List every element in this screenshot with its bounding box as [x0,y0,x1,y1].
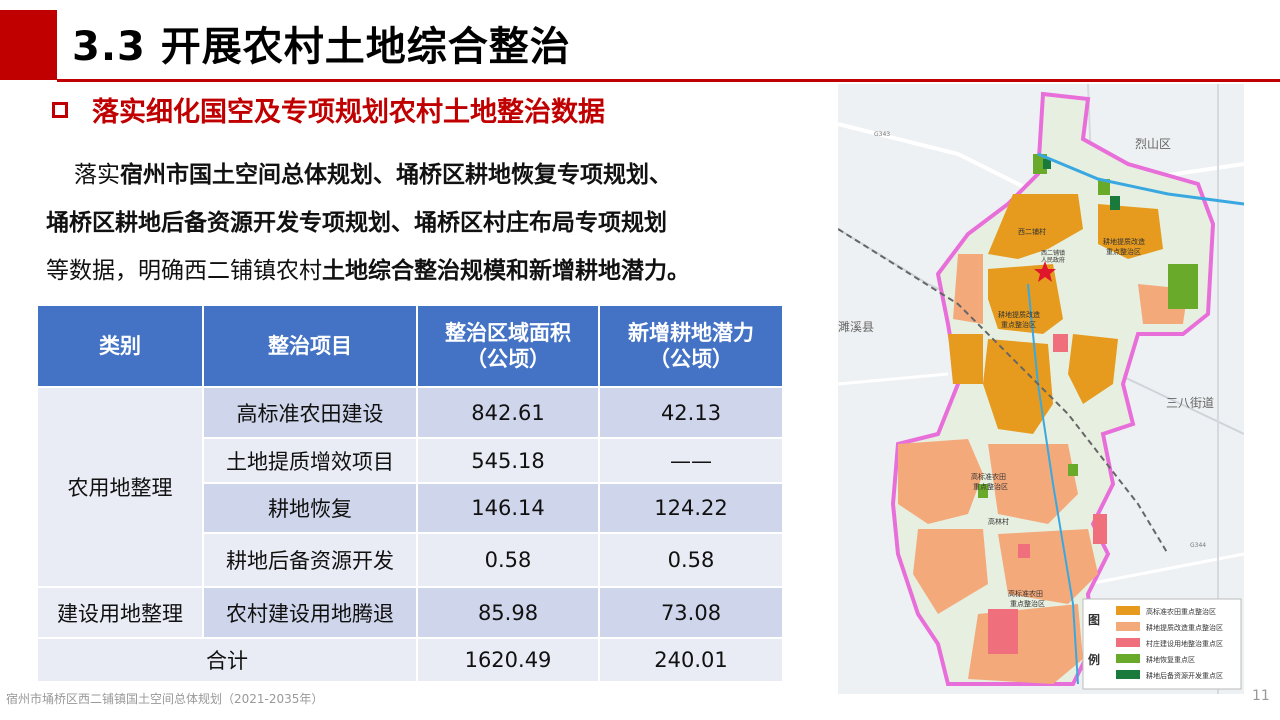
item-cell: 耕地恢复 [202,482,418,534]
potential-cell: 42.13 [598,386,784,439]
title-divider [57,79,1280,82]
category-cell-construction: 建设用地整理 [36,586,204,639]
paragraph-line-1: 落实宿州市国土空间总体规划、埇桥区耕地恢复专项规划、 [74,162,834,188]
zone-label-tizhi-b2: 重点整治区 [1001,320,1036,329]
area-cell: 146.14 [416,482,600,534]
government-star-icon [1034,261,1056,282]
header-potential: 新增耕地潜力 （公顷） [598,304,784,388]
area-cell: 545.18 [416,437,600,484]
potential-cell: 124.22 [598,482,784,534]
zone-label-gaobiao-b1: 高标准农田 [1008,589,1043,598]
map-label-lieshan: 烈山区 [1135,137,1171,151]
land-consolidation-table: 类别 整治项目 整治区域面积 （公顷） 新增耕地潜力 （公顷） 农用地整理 高标准农… [36,304,784,683]
legend-label: 村庄建设用地整治重点区 [1146,639,1223,648]
legend-swatch [1116,622,1140,631]
page-title: 3.3 开展农村土地综合整治 [72,24,571,70]
paragraph-bold-1: 宿州市国土空间总体规划、埇桥区耕地恢复专项规划、 [120,162,672,188]
legend-swatch [1116,606,1140,615]
road-label-g344: G344 [1190,542,1206,549]
land-consolidation-map: 烈山区 濉溪县 三八街道 西二铺村 西二铺镇 人民政府 高林村 耕地提质改造 重… [838,84,1244,694]
paragraph-bold-3: 土地综合整治规模和新增耕地潜力。 [322,258,690,284]
section-subtitle: 落实细化国空及专项规划农村土地整治数据 [52,90,605,129]
table-row: 土地提质增效项目 545.18 —— [37,437,784,484]
map-label-gov: 西二铺镇 [1041,249,1065,257]
legend-title-bottom: 例 [1088,652,1100,667]
footer-text: 宿州市埇桥区西二铺镇国土空间总体规划（2021-2035年） [6,692,324,706]
area-cell: 842.61 [416,386,600,439]
legend-label: 耕地提质改造重点整治区 [1146,623,1223,632]
zone-label-tizhi-b1: 耕地提质改造 [998,310,1040,319]
table-row: 建设用地整理 农村建设用地腾退 85.98 73.08 [36,586,784,639]
paragraph-line-2: 埇桥区耕地后备资源开发专项规划、埇桥区村庄布局专项规划 [46,210,806,236]
page-number: 11 [1252,688,1270,704]
header-item: 整治项目 [202,304,418,388]
zone-label-gaobiao-2: 重点整治区 [973,482,1008,491]
legend-title-top: 图 [1088,613,1100,627]
legend-label: 耕地恢复重点区 [1146,655,1195,664]
road-label-g343: G343 [874,131,890,138]
title-accent-block [0,10,57,80]
zone-label-tizhi-1: 耕地提质改造 [1103,237,1145,246]
potential-cell: 73.08 [598,586,784,639]
legend-swatch [1116,670,1140,679]
item-cell: 农村建设用地腾退 [202,586,418,639]
paragraph-bold-2: 埇桥区耕地后备资源开发专项规划、埇桥区村庄布局专项规划 [46,210,667,236]
paragraph-prefix: 落实 [74,162,120,188]
zone-label-tizhi-2: 重点整治区 [1106,247,1141,256]
zone-label-gaobiao-1: 高标准农田 [971,472,1006,481]
area-cell: 0.58 [416,532,600,588]
category-cell-agri: 农用地整理 [36,386,204,588]
legend-swatch [1116,638,1140,647]
table-row: 耕地恢复 146.14 124.22 [37,482,784,534]
map-label-suixi: 濉溪县 [838,319,874,334]
table-row: 耕地后备资源开发 0.58 0.58 [37,532,784,588]
total-potential-cell: 240.01 [598,637,784,683]
potential-cell: —— [598,437,784,484]
map-label-xierpu: 西二铺村 [1018,227,1046,236]
area-cell: 85.98 [416,586,600,639]
paragraph-line-3: 等数据，明确西二铺镇农村土地综合整治规模和新增耕地潜力。 [46,258,806,284]
total-label-cell: 合计 [36,637,418,683]
table-header-row: 类别 整治项目 整治区域面积 （公顷） 新增耕地潜力 （公顷） [36,304,784,388]
total-area-cell: 1620.49 [416,637,600,683]
item-cell: 高标准农田建设 [202,386,418,439]
table-row: 农用地整理 高标准农田建设 842.61 42.13 [36,386,784,588]
item-cell: 耕地后备资源开发 [202,532,418,588]
square-bullet-icon [52,101,68,118]
header-category: 类别 [36,304,204,388]
table-total-row: 合计 1620.49 240.01 [36,637,784,683]
header-area: 整治区域面积 （公顷） [416,304,600,388]
map-label-sanba: 三八街道 [1166,396,1214,410]
paragraph-prefix-3: 等数据，明确西二铺镇农村 [46,258,322,284]
legend-label: 高标准农田重点整治区 [1146,607,1216,616]
subtitle-text: 落实细化国空及专项规划农村土地整治数据 [92,97,605,128]
map-legend: 图 例 高标准农田重点整治区耕地提质改造重点整治区村庄建设用地整治重点区耕地恢复… [1082,598,1242,690]
map-label-gaolin: 高林村 [988,517,1009,526]
item-cell: 土地提质增效项目 [202,437,418,484]
zone-label-gaobiao-b2: 重点整治区 [1010,599,1045,608]
legend-swatch [1116,654,1140,663]
legend-label: 耕地后备资源开发重点区 [1146,671,1223,680]
potential-cell: 0.58 [598,532,784,588]
map-label-gov2: 人民政府 [1041,256,1065,264]
